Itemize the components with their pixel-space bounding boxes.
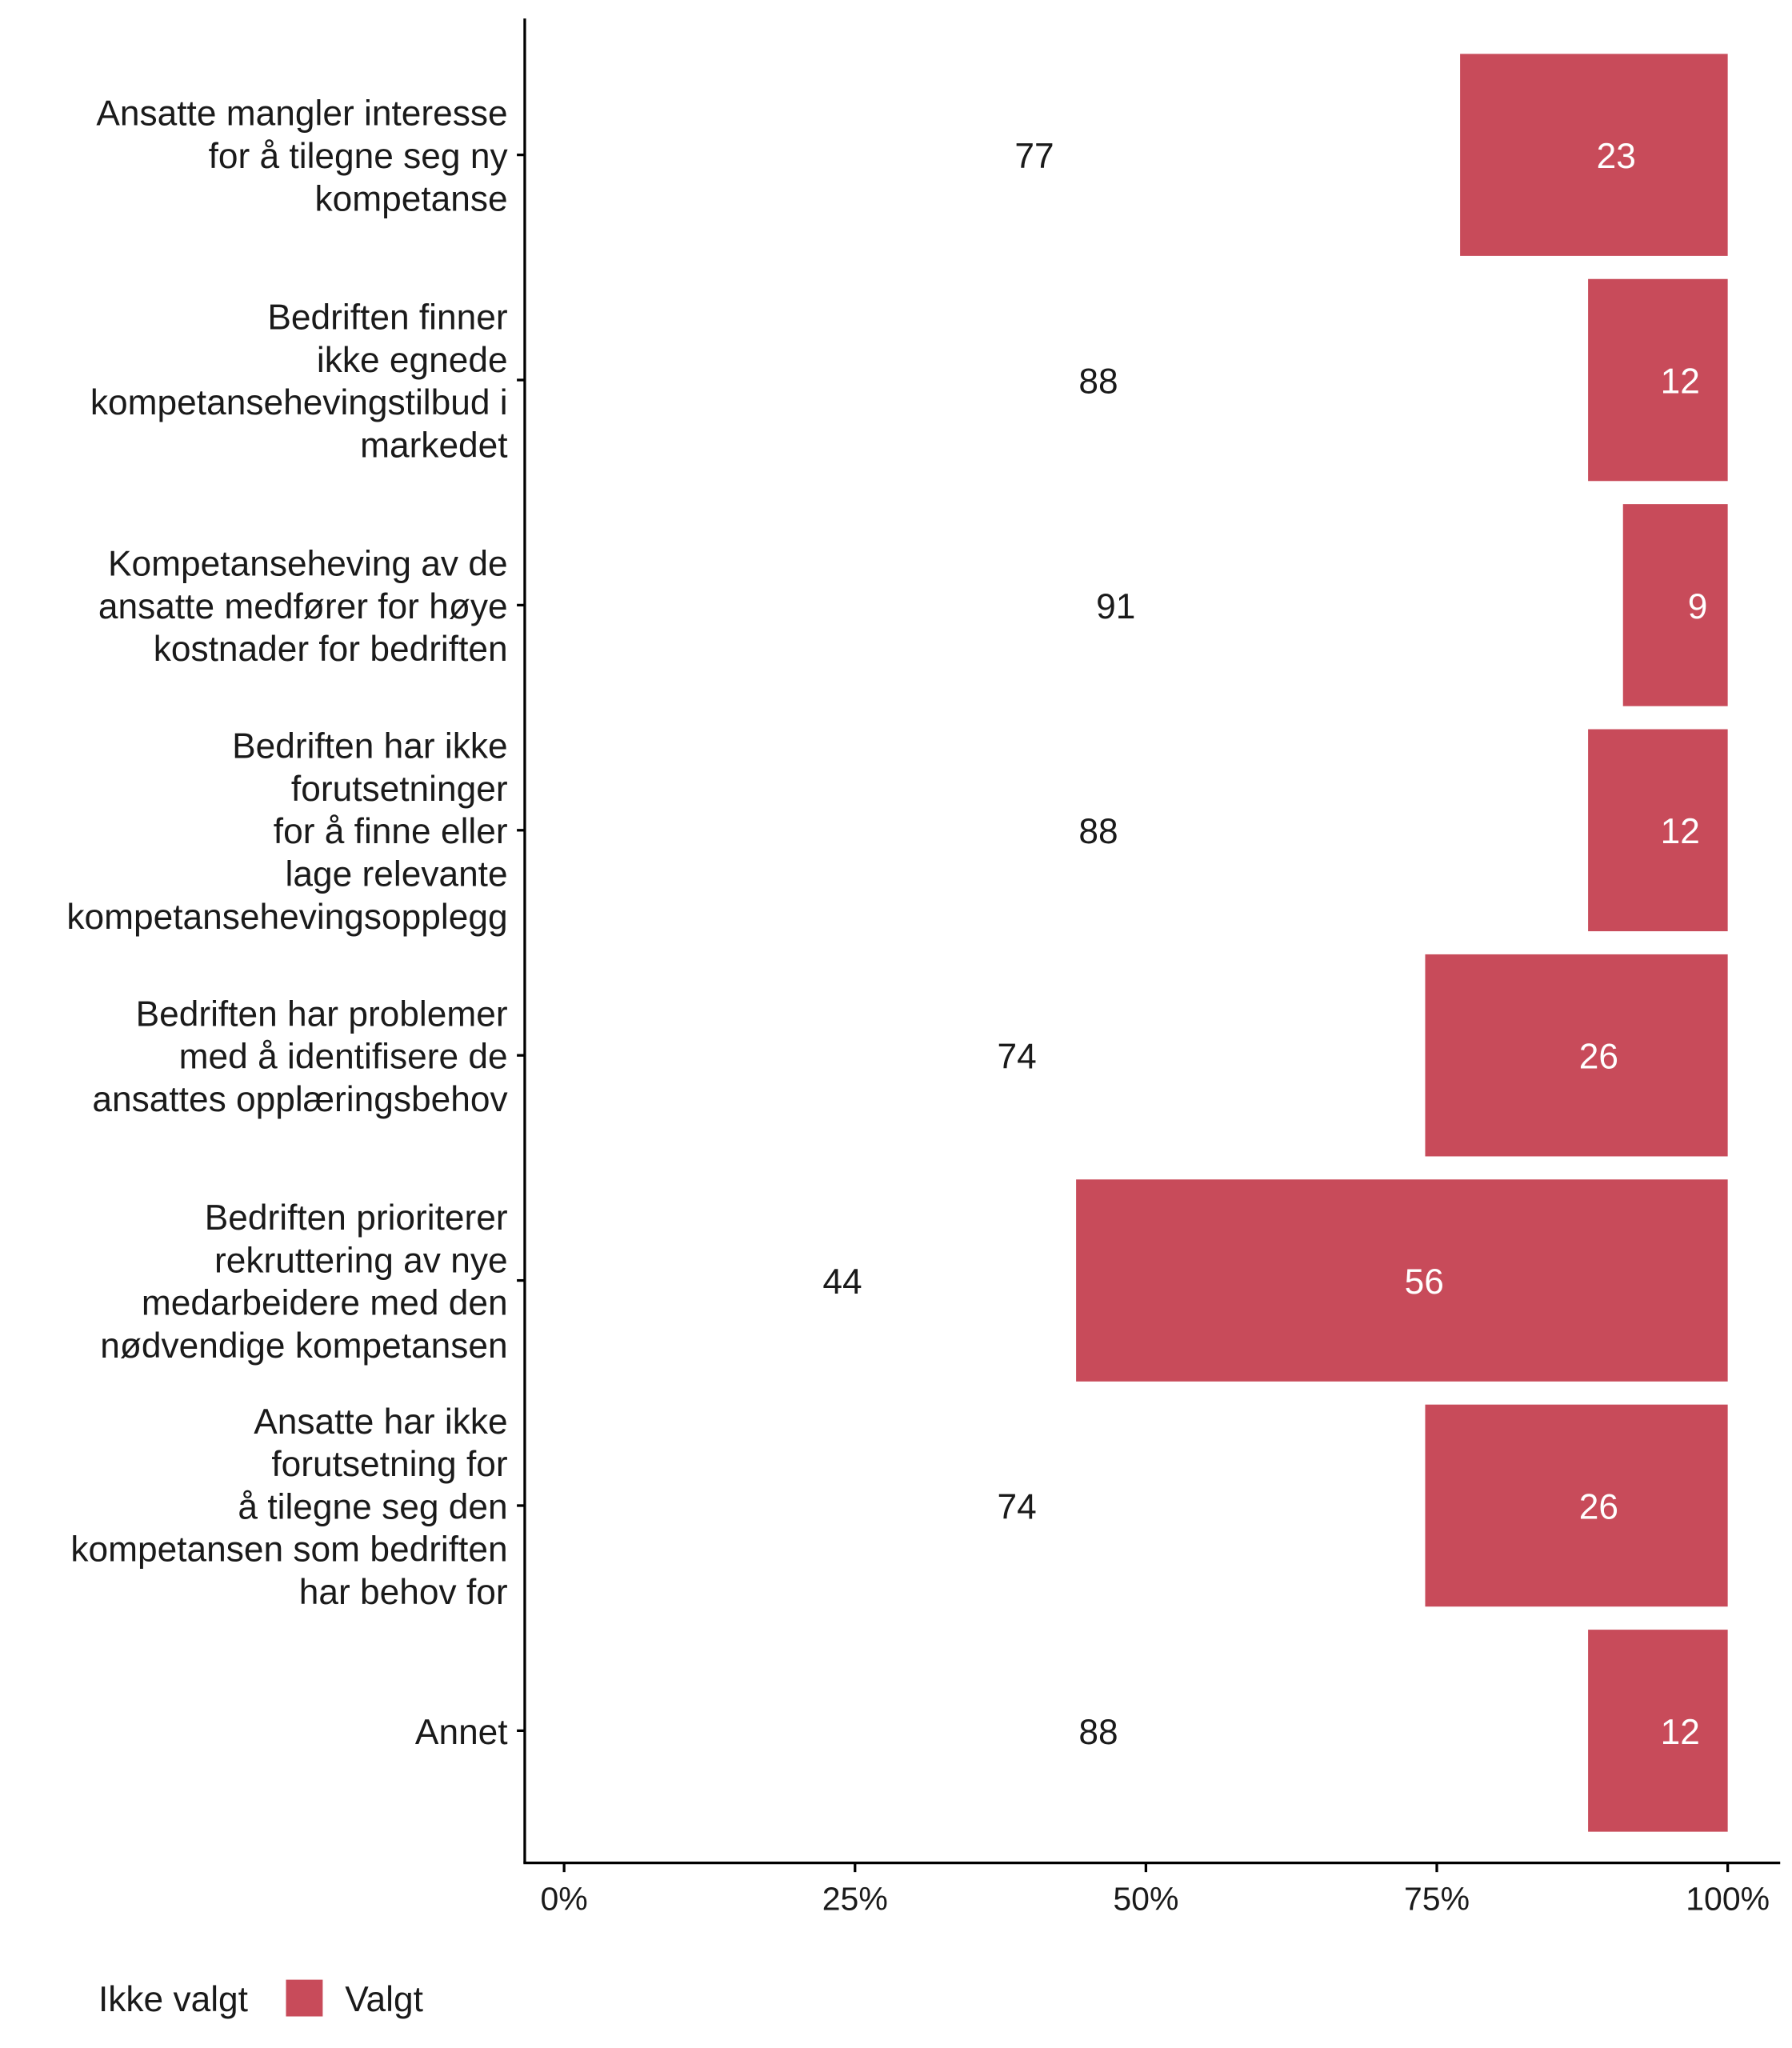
- category-label: kostnader for bedriften: [154, 630, 508, 669]
- data-label: 56: [1405, 1262, 1444, 1302]
- category-label: markedet: [360, 426, 508, 465]
- bar-valgt: [1076, 1179, 1728, 1382]
- x-tick-label: 75%: [1404, 1881, 1470, 1918]
- data-label: 88: [1078, 1713, 1118, 1752]
- category-label: Ansatte har ikke: [254, 1402, 507, 1442]
- category-label: ansattes opplæringsbehov: [92, 1080, 507, 1119]
- bar-valgt: [1588, 278, 1728, 482]
- category-label: Ansatte mangler interesse: [96, 94, 507, 134]
- category-label: Annet: [415, 1713, 508, 1752]
- category-label: har behov for: [299, 1573, 508, 1612]
- bar-valgt: [1588, 729, 1728, 932]
- category-label: nødvendige kompetansen: [100, 1326, 507, 1366]
- category-label: Bedriften finner: [267, 298, 507, 337]
- data-label: 91: [1096, 587, 1135, 626]
- category-label: forutsetning for: [271, 1445, 507, 1484]
- data-label: 74: [998, 1487, 1037, 1526]
- category-label: rekruttering av nye: [214, 1241, 508, 1280]
- category-label: forutsetninger: [291, 770, 508, 809]
- legend: Ikke valgt Valgt: [98, 1979, 423, 2019]
- category-label: lage relevante: [286, 854, 508, 894]
- legend-label-valgt: Valgt: [345, 1980, 423, 2019]
- category-label: Bedriften prioriterer: [205, 1198, 508, 1238]
- data-label: 26: [1579, 1487, 1618, 1526]
- data-label: 9: [1688, 587, 1708, 626]
- category-label: medarbeidere med den: [142, 1284, 508, 1323]
- category-label: for å tilegne seg ny: [209, 137, 509, 176]
- bar-valgt: [1425, 1404, 1728, 1607]
- category-label: med å identifisere de: [179, 1038, 508, 1077]
- category-label: ikke egnede: [317, 341, 508, 380]
- x-axis-ticks: 0% 25% 50% 75% 100%: [540, 1862, 1770, 1918]
- data-label: 88: [1078, 362, 1118, 401]
- bar-valgt: [1622, 504, 1728, 706]
- bar-valgt: [1588, 1630, 1728, 1832]
- category-label: Bedriften har ikke: [232, 727, 507, 766]
- data-label: 12: [1661, 1713, 1700, 1752]
- bars-layer: 77 23 88 12 91 9 88 12 74 26 44 56 74 26 88 12: [822, 54, 1728, 1832]
- category-label: Kompetanseheving av de: [108, 545, 508, 584]
- x-tick-label: 100%: [1686, 1881, 1770, 1918]
- data-label: 12: [1661, 362, 1700, 401]
- data-label: 12: [1661, 812, 1700, 851]
- data-label: 74: [998, 1038, 1037, 1077]
- category-label: ansatte medfører for høye: [98, 587, 508, 626]
- data-label: 44: [822, 1262, 862, 1302]
- x-tick-label: 50%: [1113, 1881, 1178, 1918]
- category-label: Bedriften har problemer: [136, 994, 508, 1034]
- x-tick-label: 25%: [822, 1881, 888, 1918]
- category-label: kompetansehevingstilbud i: [90, 383, 508, 422]
- category-label: kompetansehevingsopplegg: [66, 898, 507, 937]
- category-label: for å finne eller: [274, 812, 508, 851]
- bar-valgt: [1460, 54, 1728, 256]
- bar-valgt: [1425, 954, 1728, 1157]
- x-tick-label: 0%: [540, 1881, 587, 1918]
- data-label: 88: [1078, 812, 1118, 851]
- legend-key-valgt: [286, 1979, 323, 2017]
- category-label: kompetanse: [314, 179, 507, 218]
- category-label: å tilegne seg den: [238, 1487, 507, 1526]
- legend-label-ikke-valgt: Ikke valgt: [98, 1980, 248, 2019]
- data-label: 23: [1597, 137, 1636, 176]
- data-label: 26: [1579, 1038, 1618, 1077]
- data-label: 77: [1014, 137, 1054, 176]
- category-label: kompetansen som bedriften: [70, 1530, 507, 1570]
